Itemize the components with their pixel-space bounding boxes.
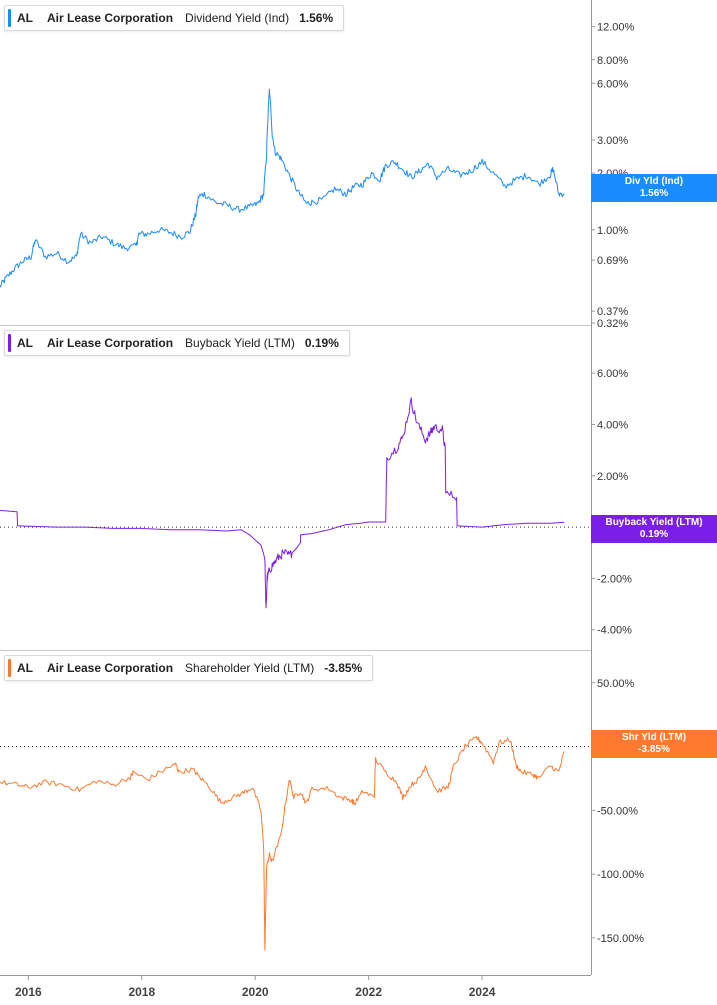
- buyback-tag-label: Buyback Yield (LTM): [605, 517, 703, 528]
- shareholder-ytick-label: -50.00%: [597, 805, 638, 817]
- buyback-ytick-label: -4.00%: [597, 625, 632, 637]
- shareholder-ytick-label: -150.00%: [597, 933, 644, 945]
- shareholder-ytick-label: 50.00%: [597, 678, 635, 690]
- buyback-ytick-label: 2.00%: [597, 471, 628, 483]
- xtick-label: 2024: [469, 985, 496, 999]
- dividend-ytick-label: 1.00%: [597, 225, 628, 237]
- xtick-label: 2022: [355, 985, 382, 999]
- dividend-ytick-label: 8.00%: [597, 55, 628, 67]
- shareholder-color-swatch: [8, 659, 11, 677]
- dividend-tag-value: 1.56%: [639, 188, 669, 199]
- shareholder-tag-value: -3.85%: [638, 744, 670, 755]
- shareholder-ticker: AL: [17, 661, 33, 675]
- dividend-ticker: AL: [17, 11, 33, 25]
- dividend-metric: Dividend Yield (Ind): [185, 11, 290, 25]
- plot-layer: [0, 88, 591, 951]
- dividend-ytick-label: 0.69%: [597, 255, 628, 267]
- shareholder-metric: Shareholder Yield (LTM): [185, 661, 315, 675]
- buyback-ytick-label: -2.00%: [597, 573, 632, 585]
- dividend-series-line: [0, 88, 565, 288]
- shareholder-series-line: [0, 736, 565, 951]
- buyback-series-line: [0, 397, 565, 609]
- xtick-label: 2018: [128, 985, 155, 999]
- dividend-tag-label: Div Yld (Ind): [624, 176, 684, 187]
- buyback-ytick-label: 4.00%: [597, 420, 628, 432]
- shareholder-legend: AL Air Lease Corporation Shareholder Yie…: [4, 655, 374, 681]
- dividend-legend: AL Air Lease Corporation Dividend Yield …: [4, 5, 345, 31]
- dividend-ytick-label: 0.32%: [597, 318, 628, 330]
- buyback-company: Air Lease Corporation: [47, 336, 174, 350]
- dividend-ytick-label: 12.00%: [597, 22, 635, 34]
- buyback-legend: AL Air Lease Corporation Buyback Yield (…: [4, 330, 350, 356]
- shareholder-value-tag: Shr Yld (LTM) -3.85%: [591, 730, 717, 758]
- xtick-label: 2020: [242, 985, 269, 999]
- buyback-value: 0.19%: [304, 336, 339, 350]
- shareholder-company: Air Lease Corporation: [47, 661, 174, 675]
- dividend-ytick-label: 3.00%: [597, 135, 628, 147]
- dividend-color-swatch: [8, 9, 11, 27]
- shareholder-tag-label: Shr Yld (LTM): [621, 732, 687, 743]
- buyback-tag-value: 0.19%: [639, 529, 669, 540]
- axis-layer: 12.00% 8.00% 6.00% 3.00% 2.00% 1.00% 0.69% 0.37…: [0, 0, 644, 999]
- dividend-value: 1.56%: [299, 11, 334, 25]
- shareholder-ytick-label: -100.00%: [597, 869, 644, 881]
- shareholder-value: -3.85%: [324, 661, 363, 675]
- buyback-ytick-label: 6.00%: [597, 368, 628, 380]
- dividend-ytick-label: 0.37%: [597, 306, 628, 318]
- dividend-ytick-label: 6.00%: [597, 78, 628, 90]
- buyback-metric: Buyback Yield (LTM): [185, 336, 295, 350]
- buyback-ticker: AL: [17, 336, 33, 350]
- dividend-company: Air Lease Corporation: [47, 11, 174, 25]
- dividend-value-tag: Div Yld (Ind) 1.56%: [591, 174, 717, 202]
- buyback-value-tag: Buyback Yield (LTM) 0.19%: [591, 515, 717, 543]
- xtick-label: 2016: [15, 985, 42, 999]
- buyback-color-swatch: [8, 334, 11, 352]
